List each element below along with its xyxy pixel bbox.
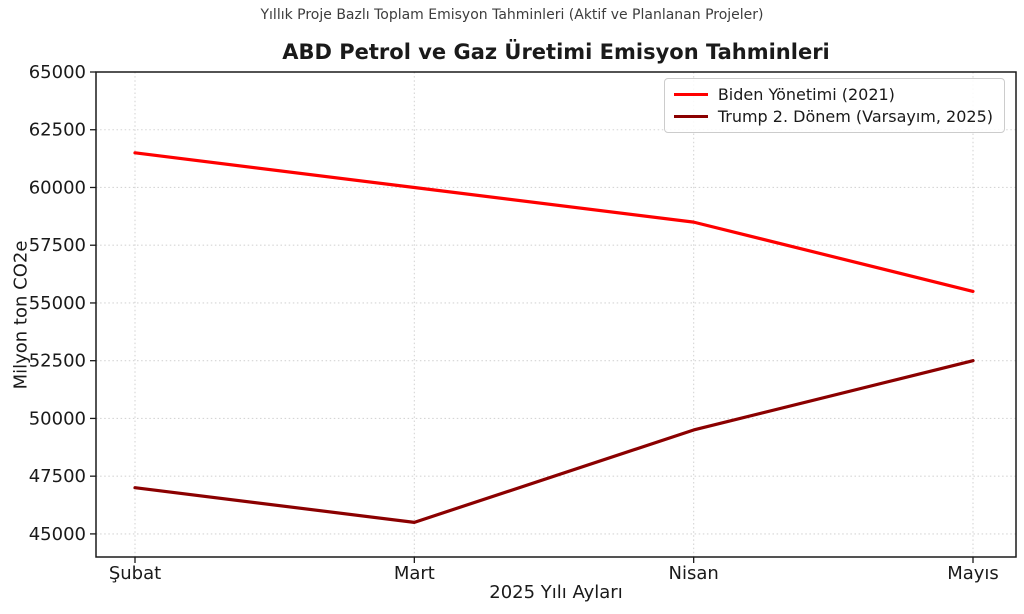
y-tick-label: 62500 (29, 120, 86, 141)
legend-line-swatch-trump (673, 114, 708, 119)
y-tick-labels: 45000 47500 50000 52500 55000 57500 60000 62500… (29, 62, 86, 545)
axis-ticks (90, 71, 974, 563)
legend-item-biden: Biden Yönetimi (2021) (673, 85, 993, 104)
x-tick-label: Mart (394, 563, 435, 584)
y-tick-label: 65000 (29, 62, 86, 83)
x-tick-label: Nisan (669, 563, 719, 584)
figure-suptitle: Yıllık Proje Bazlı Toplam Emisyon Tahmin… (260, 7, 764, 23)
gridlines (96, 71, 1016, 557)
y-tick-label: 55000 (29, 293, 86, 314)
legend-line-swatch-biden (673, 92, 708, 97)
axes-spines (95, 71, 1017, 558)
legend: Biden Yönetimi (2021) Trump 2. Dönem (Va… (663, 78, 1005, 133)
y-tick-label: 45000 (29, 524, 86, 545)
chart-title: ABD Petrol ve Gaz Üretimi Emisyon Tahmin… (282, 40, 830, 64)
series-line-0 (133, 151, 975, 294)
series-line-1 (133, 359, 975, 524)
x-tick-label: Mayıs (947, 563, 999, 584)
legend-label-trump: Trump 2. Dönem (Varsayım, 2025) (717, 107, 993, 126)
y-tick-label: 60000 (29, 177, 86, 198)
y-axis-label: Milyon ton CO2e (10, 240, 32, 390)
x-axis-label: 2025 Yılı Ayları (489, 582, 623, 603)
x-tick-labels: Şubat Mart Nisan Mayıs (109, 563, 999, 584)
y-tick-label: 57500 (29, 235, 86, 256)
x-tick-label: Şubat (109, 563, 161, 584)
legend-label-biden: Biden Yönetimi (2021) (717, 85, 895, 104)
legend-item-trump: Trump 2. Dönem (Varsayım, 2025) (673, 107, 993, 126)
y-tick-label: 50000 (29, 408, 86, 429)
y-tick-label: 52500 (29, 351, 86, 372)
y-tick-label: 47500 (29, 466, 86, 487)
